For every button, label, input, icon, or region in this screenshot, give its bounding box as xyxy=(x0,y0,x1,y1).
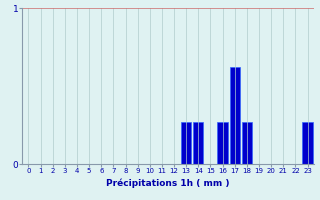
Bar xyxy=(193,122,204,164)
Bar xyxy=(229,67,240,164)
Bar xyxy=(181,122,191,164)
X-axis label: Précipitations 1h ( mm ): Précipitations 1h ( mm ) xyxy=(106,178,230,188)
Bar xyxy=(218,122,228,164)
Bar xyxy=(242,122,252,164)
Bar xyxy=(302,122,313,164)
